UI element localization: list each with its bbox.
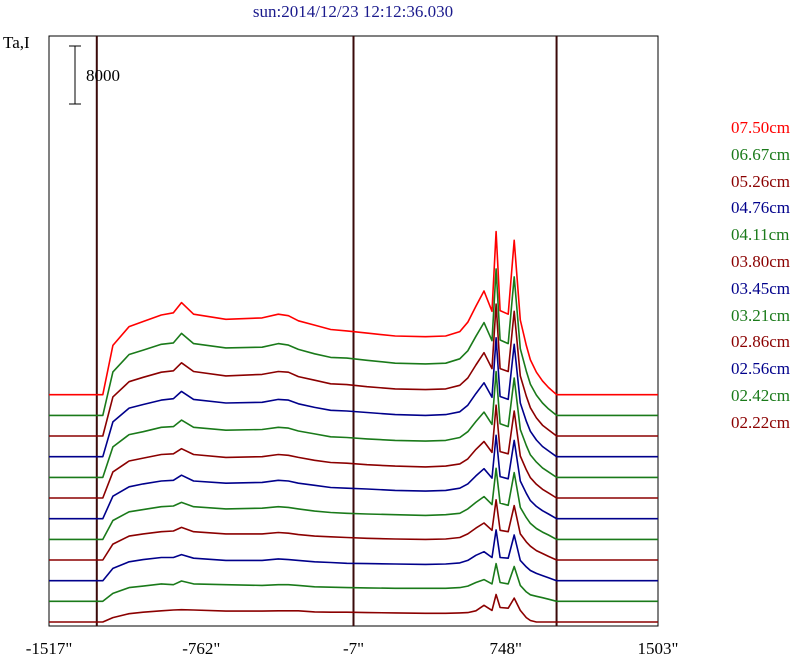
legend-item: 04.76cm: [731, 198, 791, 218]
legend-item: 04.11cm: [731, 225, 790, 245]
legend-item: 03.80cm: [731, 252, 791, 271]
series-line-06.67cm: [49, 268, 658, 417]
legend-item: 03.45cm: [731, 278, 791, 298]
x-tick-label: 1503": [638, 639, 679, 658]
y-axis-label: Ta,I: [3, 33, 30, 52]
legend-item: 02.56cm: [731, 359, 791, 379]
scale-bar: 8000: [69, 45, 120, 105]
series-line-07.50cm: [49, 230, 658, 396]
series-line-03.80cm: [49, 404, 658, 499]
chart-title: sun:2014/12/23 12:12:36.030: [252, 2, 454, 21]
legend-item: 06.67cm: [731, 144, 791, 164]
series-line-02.86cm: [49, 498, 658, 561]
x-tick-label: 748": [490, 639, 522, 658]
series-line-02.42cm: [49, 562, 658, 603]
x-tick-label: -1517": [26, 639, 73, 658]
series-line-05.26cm: [49, 303, 658, 437]
legend-item: 07.50cm: [731, 118, 791, 137]
series-line-04.76cm: [49, 336, 658, 458]
series-line-02.56cm: [49, 529, 658, 582]
legend-item: 03.21cm: [731, 305, 791, 325]
series-line-03.21cm: [49, 467, 658, 541]
legend-item: 02.86cm: [731, 332, 791, 352]
x-tick-label: -7": [343, 639, 364, 658]
series-line-02.22cm: [49, 593, 658, 623]
legend-item: 02.42cm: [731, 386, 791, 405]
legend-item: 05.26cm: [731, 171, 791, 191]
series-line-04.11cm: [49, 370, 658, 479]
legend-item: 02.22cm: [731, 412, 791, 432]
scale-bar-label: 8000: [86, 66, 120, 85]
x-tick-label: -762": [182, 639, 220, 658]
series-line-03.45cm: [49, 434, 658, 520]
